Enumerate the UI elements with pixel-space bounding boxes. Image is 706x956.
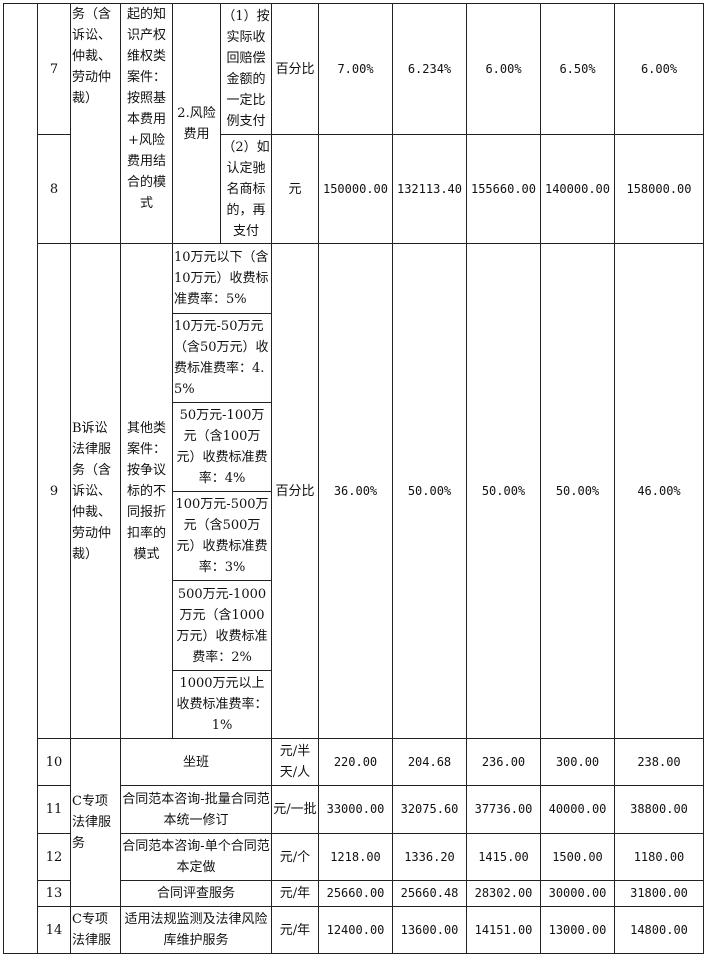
value-cell: 25660.48 [392, 880, 467, 907]
item-cell: 合同范本咨询-批量合同范本统一修订 [120, 785, 272, 834]
table-row: 12 合同范本咨询-单个合同范本定做 元/个 1218.00 1336.20 1… [4, 833, 704, 881]
row-number: 9 [37, 243, 71, 739]
unit-cell: 百分比 [271, 243, 319, 739]
value-cell: 236.00 [466, 738, 541, 786]
table-row: 10 C专项法律服务 坐班 元/半天/人 220.00 204.68 236.0… [4, 738, 704, 907]
value-cell: 13600.00 [392, 906, 467, 954]
value-cell: 7.00% [318, 3, 393, 135]
unit-cell: 百分比 [271, 3, 319, 135]
value-cell: 25660.00 [318, 880, 393, 907]
unit-cell: 元/半天/人 [271, 738, 319, 786]
value-cell: 140000.00 [540, 134, 615, 244]
value-cell: 1415.00 [466, 833, 541, 881]
unit-cell: 元/一批 [271, 785, 319, 834]
value-cell: 132113.40 [392, 134, 467, 244]
value-cell: 12400.00 [318, 906, 393, 954]
item-cell: 坐班 [120, 738, 272, 786]
value-cell: 158000.00 [614, 134, 704, 244]
value-cell: 30000.00 [540, 880, 615, 907]
value-cell: 13000.00 [540, 906, 615, 954]
item-cell: （1）按实际收回赔偿金额的一定比例支付 [220, 3, 272, 135]
value-cell: 32075.60 [392, 785, 467, 834]
value-cell: 1336.20 [392, 833, 467, 881]
value-cell: 1218.00 [318, 833, 393, 881]
item-cell: 适用法规监测及法律风险库维护服务 [120, 906, 272, 954]
table-row: 7 务（含诉讼、仲裁、劳动仲裁） 起的知识产权维权类案件：按照基本费用+风险费用… [3, 3, 704, 954]
value-cell: 1500.00 [540, 833, 615, 881]
row-number: 8 [37, 134, 71, 244]
value-cell: 33000.00 [318, 785, 393, 834]
item-cell: 合同评查服务 [120, 880, 272, 907]
fee-table: 7 务（含诉讼、仲裁、劳动仲裁） 起的知识产权维权类案件：按照基本费用+风险费用… [3, 3, 704, 954]
value-cell: 38800.00 [614, 785, 704, 834]
value-cell: 6.50% [540, 3, 615, 135]
value-cell: 46.00% [614, 243, 704, 739]
row-number: 13 [37, 880, 71, 907]
unit-cell: 元/年 [271, 906, 319, 954]
row-number: 14 [37, 906, 71, 954]
table-row: 14 C专项法律服 适用法规监测及法律风险库维护服务 元/年 12400.00 … [4, 906, 704, 954]
value-cell: 37736.00 [466, 785, 541, 834]
value-cell: 220.00 [318, 738, 393, 786]
category-cell: 务（含诉讼、仲裁、劳动仲裁） [70, 3, 121, 244]
row-number: 11 [37, 785, 71, 834]
unit-cell: 元/年 [271, 880, 319, 907]
value-cell: 36.00% [318, 243, 393, 739]
value-cell: 40000.00 [540, 785, 615, 834]
tier-cell: 10万元以下（含10万元）收费标准费率：5% [172, 243, 272, 314]
value-cell: 14800.00 [614, 906, 704, 954]
value-cell: 6.234% [392, 3, 467, 135]
table-row: 8 （2）如认定驰名商标的，再支付 元 150000.00 132113.40 … [4, 134, 704, 244]
mode-cell: 其他类案件：按争议标的不同报折扣率的模式 [120, 243, 173, 739]
value-cell: 155660.00 [466, 134, 541, 244]
tier-cell: 500万元-1000万元（含1000万元）收费标准费率：2% [172, 580, 272, 671]
tier-cell: 50万元-100万元（含100万元）收费标准费率：4% [172, 402, 272, 492]
value-cell: 6.00% [614, 3, 704, 135]
value-cell: 50.00% [392, 243, 467, 739]
value-cell: 31800.00 [614, 880, 704, 907]
blank-cell [3, 3, 38, 954]
value-cell: 300.00 [540, 738, 615, 786]
row-number: 7 [37, 3, 71, 135]
value-cell: 28302.00 [466, 880, 541, 907]
tier-cell: 1000万元以上收费标准费率：1% [172, 670, 272, 739]
item-cell: （2）如认定驰名商标的，再支付 [220, 134, 272, 244]
value-cell: 1180.00 [614, 833, 704, 881]
category-cell: C专项法律服务 [70, 738, 121, 907]
category-cell: C专项法律服 [70, 906, 121, 954]
value-cell: 204.68 [392, 738, 467, 786]
unit-cell: 元 [271, 134, 319, 244]
value-cell: 50.00% [540, 243, 615, 739]
fee-type-cell: 2.风险费用 [172, 3, 221, 244]
table-row: 9 B诉讼法律服务（含诉讼、仲裁、劳动仲裁） 其他类案件：按争议标的不同报折扣率… [4, 243, 704, 739]
unit-cell: 元/个 [271, 833, 319, 881]
item-cell: 合同范本咨询-单个合同范本定做 [120, 833, 272, 881]
row-number: 12 [37, 833, 71, 881]
category-cell: B诉讼法律服务（含诉讼、仲裁、劳动仲裁） [70, 243, 121, 739]
value-cell: 6.00% [466, 3, 541, 135]
tier-cell: 100万元-500万元（含500万元）收费标准费率：3% [172, 491, 272, 581]
tier-cell: 10万元-50万元（含50万元）收费标准费率：4.5% [172, 313, 272, 403]
row-number: 10 [37, 738, 71, 786]
value-cell: 150000.00 [318, 134, 393, 244]
value-cell: 14151.00 [466, 906, 541, 954]
mode-cell: 起的知识产权维权类案件：按照基本费用+风险费用结合的模式 [120, 3, 173, 244]
value-cell: 50.00% [466, 243, 541, 739]
value-cell: 238.00 [614, 738, 704, 786]
